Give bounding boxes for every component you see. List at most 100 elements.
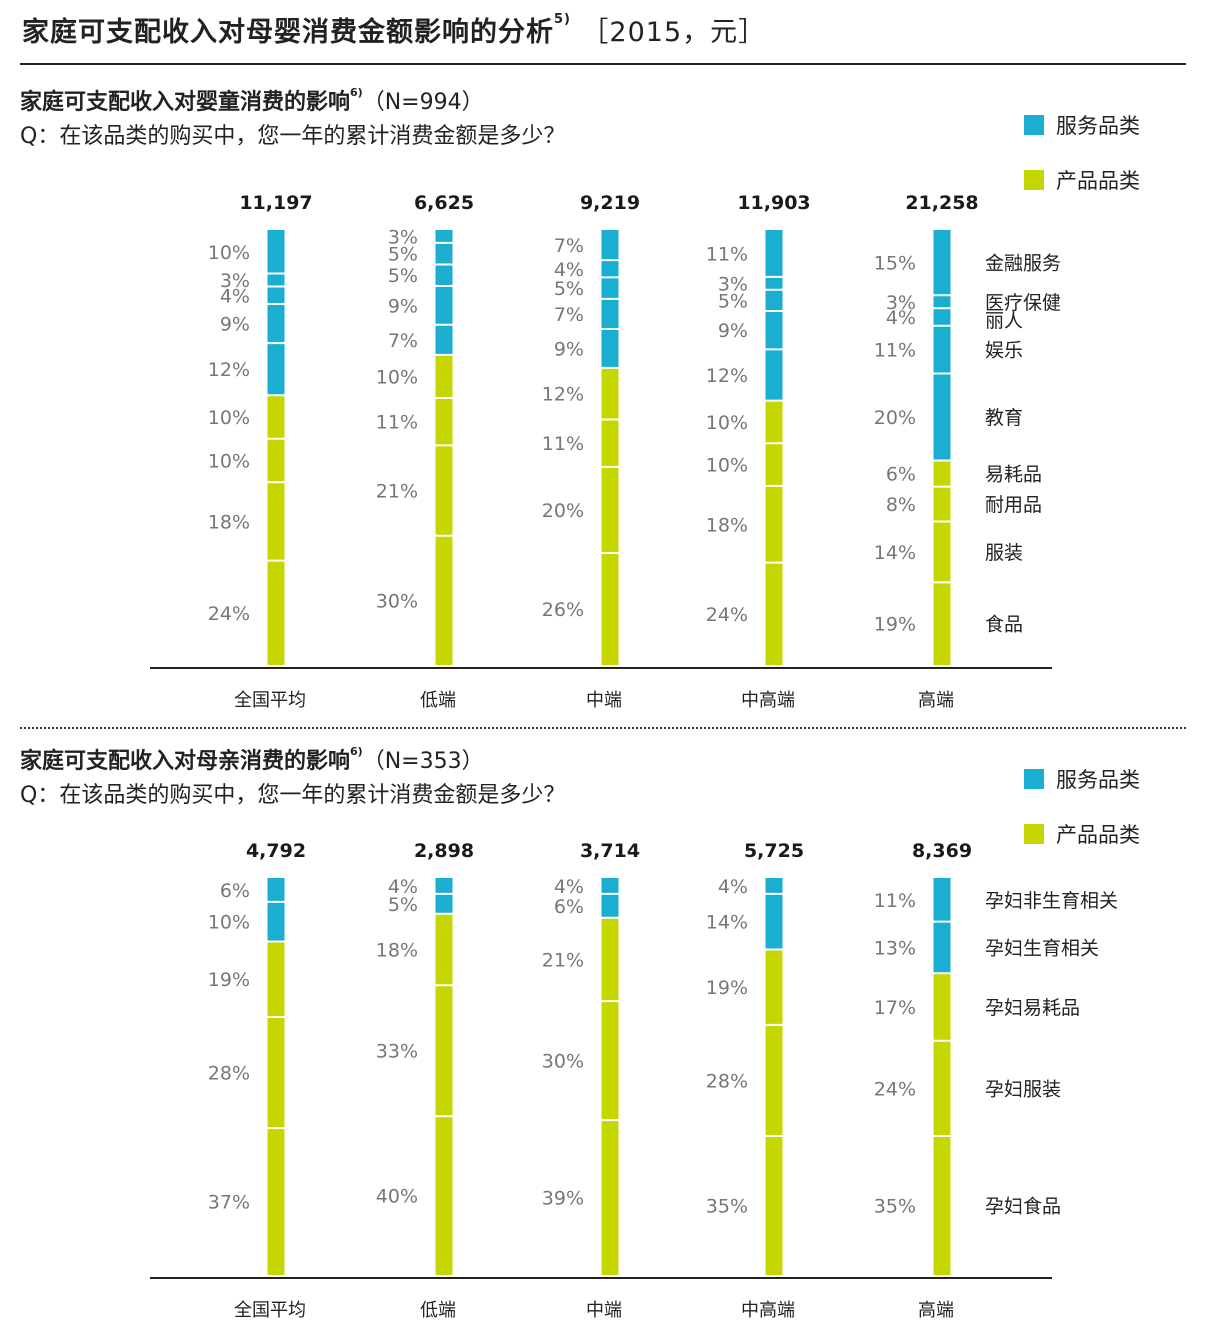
data-label: 18% — [376, 939, 418, 961]
x-tick-label: 全国平均 — [234, 1300, 306, 1321]
data-label: 13% — [874, 937, 916, 959]
data-label: 40% — [376, 1186, 418, 1208]
data-label: 18% — [208, 511, 250, 533]
data-label: 19% — [874, 614, 916, 636]
bar-segment — [601, 1001, 619, 1121]
bar-total-label: 6,625 — [414, 192, 474, 214]
bar-segment — [765, 1024, 783, 1137]
bar-segment — [765, 1136, 783, 1275]
bar-segment — [601, 298, 619, 330]
bar-segment — [267, 1128, 285, 1275]
bar-segment — [435, 913, 453, 986]
bar-segment — [435, 1116, 453, 1275]
bar-segment — [933, 521, 951, 583]
data-label: 24% — [874, 1078, 916, 1100]
mother-sample-size: （N=353） — [362, 749, 484, 774]
data-label: 6% — [554, 896, 584, 918]
data-label: 10% — [208, 451, 250, 473]
data-label: 4% — [220, 285, 250, 307]
segment-category-label: 孕妇服装 — [985, 1078, 1061, 1100]
baby-subtitle: 家庭可支配收入对婴童消费的影响6)（N=994） — [20, 84, 484, 116]
data-label: 14% — [706, 912, 748, 934]
data-label: 7% — [554, 304, 584, 326]
data-label: 10% — [208, 242, 250, 264]
bar-total-label: 3,714 — [580, 840, 640, 862]
segment-category-label: 丽人 — [985, 310, 1023, 332]
bar-segment — [435, 893, 453, 914]
data-label: 3% — [718, 273, 748, 295]
data-label: 15% — [874, 253, 916, 275]
bar-segment — [765, 893, 783, 950]
bar-segment — [933, 295, 951, 309]
data-label: 24% — [208, 603, 250, 625]
bar-segment — [435, 535, 453, 665]
bar-segment — [933, 230, 951, 296]
bar-segment — [933, 1136, 951, 1275]
data-label: 12% — [542, 384, 584, 406]
data-label: 3% — [886, 292, 916, 314]
legend-swatch-product — [1024, 824, 1044, 844]
legend-label-product: 产品品类 — [1056, 823, 1140, 847]
bar-segment — [435, 397, 453, 446]
legend-label-service: 服务品类 — [1056, 768, 1140, 792]
legend-item-service: 服务品类 — [1024, 764, 1140, 794]
bar-segment — [765, 485, 783, 563]
data-label: 19% — [208, 969, 250, 991]
data-label: 4% — [388, 876, 418, 898]
bar-segment — [267, 878, 285, 902]
data-label: 35% — [874, 1196, 916, 1218]
bar-segment — [601, 553, 619, 665]
data-label: 6% — [220, 880, 250, 902]
data-label: 7% — [388, 330, 418, 352]
bar-segment — [765, 289, 783, 312]
bar-segment — [933, 973, 951, 1041]
bar-segment — [267, 941, 285, 1017]
bar-segment — [435, 445, 453, 536]
data-label: 4% — [554, 876, 584, 898]
bar-segment — [933, 325, 951, 374]
data-label: 12% — [208, 359, 250, 381]
data-label: 17% — [874, 997, 916, 1019]
data-label: 33% — [376, 1041, 418, 1063]
bar-total-label: 9,219 — [580, 192, 640, 214]
x-tick-label: 高端 — [918, 690, 954, 711]
bar-segment — [765, 878, 783, 894]
x-tick-label: 低端 — [420, 690, 456, 711]
data-label: 10% — [706, 455, 748, 477]
data-label: 10% — [706, 412, 748, 434]
legend-label-service: 服务品类 — [1056, 114, 1140, 138]
data-label: 21% — [542, 949, 584, 971]
title-rule — [20, 63, 1186, 65]
data-label: 28% — [208, 1063, 250, 1085]
legend-item-service: 服务品类 — [1024, 110, 1140, 140]
data-label: 37% — [208, 1192, 250, 1214]
data-label: 9% — [220, 314, 250, 336]
data-label: 4% — [718, 876, 748, 898]
baby-subtitle-footnote: 6) — [350, 86, 363, 99]
baby-legend: 服务品类 产品品类 — [1024, 110, 1140, 220]
legend-item-product: 产品品类 — [1024, 165, 1140, 195]
data-label: 10% — [376, 366, 418, 388]
section-divider — [20, 727, 1186, 729]
data-label: 14% — [874, 542, 916, 564]
bar-segment — [267, 1016, 285, 1129]
bar-segment — [933, 582, 951, 665]
data-label: 7% — [554, 235, 584, 257]
mother-subtitle: 家庭可支配收入对母亲消费的影响6)（N=353） — [20, 743, 484, 775]
x-tick-label: 中高端 — [741, 690, 795, 711]
data-label: 9% — [388, 295, 418, 317]
bar-segment — [601, 1120, 619, 1275]
legend-item-product: 产品品类 — [1024, 819, 1140, 849]
data-label: 5% — [388, 265, 418, 287]
bar-total-label: 21,258 — [905, 192, 978, 214]
page-title: 家庭可支配收入对母婴消费金额影响的分析5) ［2015，元］ — [22, 10, 766, 49]
bar-total-label: 2,898 — [414, 840, 474, 862]
bar-segment — [267, 901, 285, 942]
data-label: 26% — [542, 599, 584, 621]
segment-category-label: 孕妇生育相关 — [985, 937, 1099, 959]
data-label: 39% — [542, 1188, 584, 1210]
bar-segment — [765, 230, 783, 277]
x-tick-label: 全国平均 — [234, 690, 306, 711]
data-label: 6% — [886, 464, 916, 486]
